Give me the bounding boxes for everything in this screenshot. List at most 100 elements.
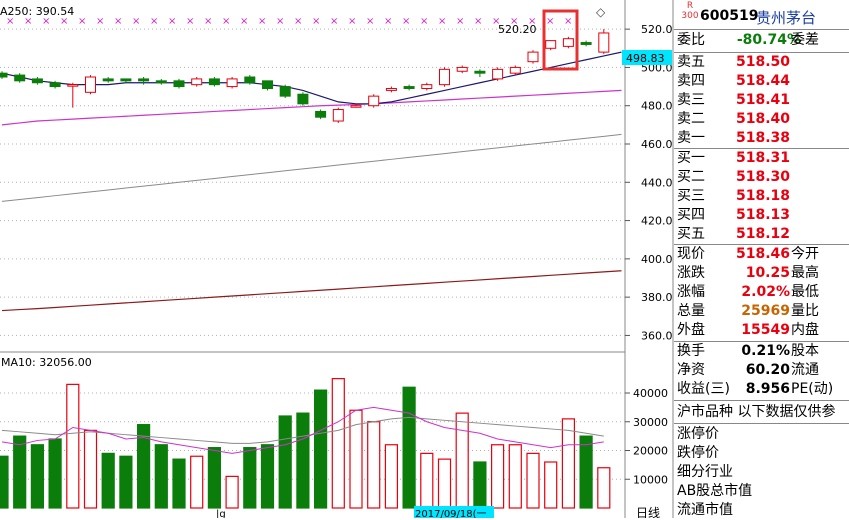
volume-bar	[13, 435, 27, 509]
candle-body	[598, 32, 610, 53]
signal-marker: ×	[6, 16, 14, 27]
diamond-icon[interactable]: ◇	[596, 5, 606, 19]
volume-bar	[579, 435, 593, 509]
candle-body	[492, 68, 504, 80]
volume-bar	[491, 444, 505, 509]
ma-magenta-line	[1, 89, 622, 126]
signal-marker: ×	[546, 16, 554, 27]
signal-marker: ×	[312, 16, 320, 27]
bid-row-5: 买五 518.12	[677, 226, 790, 242]
signal-marker: ×	[78, 16, 86, 27]
volume-bar	[207, 447, 221, 509]
bid-row-4: 买四 518.13	[677, 207, 790, 223]
period-label[interactable]: 日线	[636, 506, 660, 518]
ma-short-line	[1, 51, 622, 105]
ask-row-5: 卖一 518.38	[677, 130, 790, 146]
signal-marker: ×	[276, 16, 284, 27]
volume-bar	[278, 415, 292, 509]
high-annotation: 520.20	[498, 23, 537, 36]
signal-marker: ×	[402, 16, 410, 27]
wei-row: 委比 -80.74% 委差	[677, 32, 819, 48]
ask-row-1: 卖五 518.50	[677, 54, 790, 70]
volume-bar	[0, 455, 9, 509]
stock-code: 600519	[700, 8, 759, 24]
bid-row-3: 买三 518.18	[677, 188, 790, 204]
candle-body	[173, 80, 185, 88]
signal-marker: ×	[564, 16, 572, 27]
ask-row-3: 卖三 518.41	[677, 92, 790, 108]
volume-tick-label: 40000	[633, 387, 668, 400]
candle-body	[545, 40, 557, 49]
candle-body	[279, 86, 291, 97]
candle-body	[155, 80, 167, 84]
signal-marker: ×	[456, 16, 464, 27]
volume-bars	[0, 378, 611, 509]
signal-marker: ×	[474, 16, 482, 27]
candle-body	[315, 110, 327, 118]
volume-bar	[225, 475, 239, 509]
candle-body	[474, 70, 486, 74]
signal-marker: ×	[114, 16, 122, 27]
price-tick-label: 400.0	[641, 253, 673, 266]
signal-marker: ×	[330, 16, 338, 27]
fund-row-3: 收益(三) 8.956 PE(动)	[677, 381, 834, 397]
current-price-tag: 498.83	[626, 52, 665, 65]
candle-body	[403, 86, 415, 89]
signal-marker: ×	[510, 16, 518, 27]
volume-bar	[437, 458, 452, 509]
signal-marker: ×	[24, 16, 32, 27]
volume-bar	[402, 386, 416, 509]
extra-row-3: 细分行业	[677, 464, 733, 480]
quote-panel: R 300 600519 贵州茅台 委比 -80.74% 委差 卖五 518.50…	[674, 0, 849, 518]
candle-body	[527, 51, 539, 63]
quote-row-5: 外盘 15549 内盘	[677, 322, 819, 338]
signal-marker: ×	[366, 16, 374, 27]
volume-bar	[137, 424, 151, 509]
signal-marker: ×	[132, 16, 140, 27]
candle-body	[332, 109, 344, 122]
ma250-line	[1, 270, 622, 312]
volume-bar	[83, 429, 98, 509]
candle-body	[456, 66, 468, 72]
volume-ma-magenta-line	[1, 406, 604, 454]
volume-bar	[331, 378, 345, 509]
price-axis: 520.0500.0480.0460.0440.0420.0400.0380.0…	[625, 23, 673, 342]
price-tick-label: 380.0	[641, 291, 673, 304]
quote-row-3: 涨幅 2.02% 最低	[677, 284, 819, 300]
candle-body	[31, 78, 43, 84]
quote-row-2: 涨跌 10.25 最高	[677, 265, 819, 281]
volume-axis: 40000 30000 20000 10000	[625, 387, 668, 486]
price-tick-label: 460.0	[641, 138, 673, 151]
candle-body	[138, 78, 150, 82]
volume-bar	[561, 418, 576, 509]
price-tick-label: 360.0	[641, 329, 673, 342]
moving-average-lines	[1, 51, 622, 312]
notice-row: 沪市品种 以下数据仅供参	[677, 404, 836, 420]
ask-row-2: 卖四 518.44	[677, 73, 790, 89]
candle-body	[120, 78, 132, 82]
signal-marker: ×	[222, 16, 230, 27]
signal-markers: × × × × × × × × × × × × × × × × × × × × × × × × × × × × × × × ×	[6, 16, 572, 27]
extra-row-1: 涨停价	[677, 426, 719, 442]
signal-marker: ×	[96, 16, 104, 27]
signal-marker: ×	[492, 16, 500, 27]
candle-body	[14, 74, 26, 82]
candle-body	[102, 78, 114, 82]
candle-body	[350, 105, 362, 108]
signal-marker: ×	[150, 16, 158, 27]
bid-row-2: 买二 518.30	[677, 169, 790, 185]
signal-marker: ×	[42, 16, 50, 27]
fund-row-1: 换手 0.21% 股本	[677, 343, 819, 359]
volume-bar	[473, 461, 487, 509]
price-tick-label: 520.0	[641, 23, 673, 36]
volume-bar	[154, 444, 168, 509]
quote-row-1: 现价 518.46 今开	[677, 246, 819, 262]
date-label-bg	[414, 506, 494, 518]
volume-bar	[296, 412, 310, 509]
ask-row-4: 卖二 518.40	[677, 111, 790, 127]
stock-name[interactable]: 贵州茅台	[756, 9, 817, 27]
candlesticks	[0, 29, 610, 123]
candle-body	[580, 42, 592, 45]
signal-marker: ×	[438, 16, 446, 27]
